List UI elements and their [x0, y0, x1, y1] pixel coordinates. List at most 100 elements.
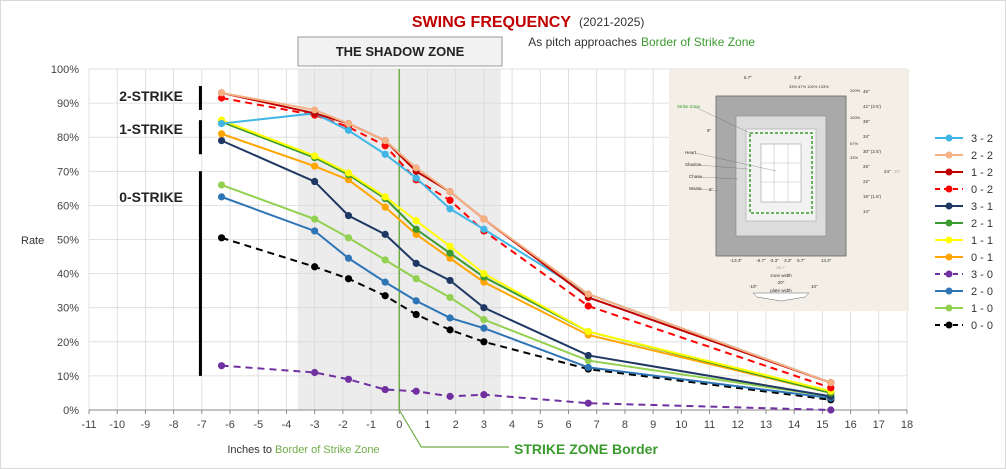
- inset-right-inch-label: 22": [863, 179, 870, 184]
- legend-label: 1 - 0: [971, 303, 993, 315]
- inset-top-label-2: 3.3": [794, 75, 802, 80]
- series-point: [446, 196, 454, 204]
- legend-label: 1 - 2: [971, 167, 993, 179]
- inset-right-inches: 46" 42" (3.5') 38" 34" 30" (2.5') 26" 22" 18" (…: [863, 89, 881, 214]
- series-point: [412, 259, 420, 267]
- x-tick-label: -6: [225, 419, 235, 431]
- inset-top-label-1: 6.7": [744, 75, 752, 80]
- x-tick-label: -2: [338, 419, 348, 431]
- y-tick-label: 50%: [57, 235, 79, 247]
- series-point: [381, 256, 389, 264]
- legend-label: 1 - 1: [971, 235, 993, 247]
- series-point: [480, 316, 488, 324]
- x-tick-label: 0: [396, 419, 402, 431]
- inset-bottom-tick-label: 13.3": [821, 258, 832, 263]
- series-point: [217, 119, 226, 128]
- heart-region: [760, 143, 802, 203]
- y-tick-label: 30%: [57, 303, 79, 315]
- chart-title: SWING FREQUENCY: [412, 14, 571, 31]
- series-point: [217, 234, 226, 242]
- series-point: [412, 275, 420, 283]
- inset-right-pct-200: 200%: [850, 88, 861, 93]
- count-group-label: 2-STRIKE: [119, 88, 183, 104]
- inset-right-pct-33: 33%: [850, 155, 858, 160]
- series-point: [446, 326, 454, 334]
- inset-right-side-30: 30": [894, 169, 901, 174]
- legend: 3 - 2 2 - 2 1 - 2 0 - 2 3 - 1 2 - 1 1 - 1 0 - 1…: [935, 133, 993, 332]
- x-tick-label: 18: [901, 419, 913, 431]
- series-point: [412, 174, 420, 182]
- inset-right-inch-label: 30" (2.5'): [863, 149, 881, 154]
- series-point: [217, 193, 226, 201]
- x-tick-label: 7: [594, 419, 600, 431]
- series-point: [381, 150, 389, 158]
- series-point: [381, 292, 389, 300]
- x-tick-label: 3: [481, 419, 487, 431]
- strike-zone-inset-diagram: Strike Zone Heart Shadow Chase Waste 6.7…: [669, 69, 909, 311]
- series-point: [584, 356, 592, 365]
- series-point: [344, 275, 353, 283]
- x-tick-label: 4: [509, 419, 515, 431]
- inset-right-inch-label: 14": [863, 209, 870, 214]
- chart-subtitle: As pitch approaches: [528, 35, 637, 49]
- series-point: [344, 176, 353, 184]
- series-point: [217, 94, 226, 102]
- x-tick-label: 16: [844, 419, 856, 431]
- series-point: [480, 225, 488, 233]
- series-point: [344, 212, 353, 220]
- x-tick-label: 9: [650, 419, 656, 431]
- series-point: [480, 304, 488, 312]
- inset-bottom-tick-label: 6.7": [797, 258, 805, 263]
- inset-bottom-tick-label: -13.3": [730, 258, 742, 263]
- legend-label: 3 - 2: [971, 133, 993, 145]
- legend-marker: [945, 134, 953, 142]
- series-point: [584, 363, 592, 371]
- series-point: [584, 399, 592, 407]
- series-point: [584, 351, 592, 360]
- x-tick-label: 11: [704, 419, 715, 431]
- series-point: [381, 278, 389, 286]
- inset-right-inch-label: 26": [863, 164, 870, 169]
- x-tick-label: 13: [760, 419, 772, 431]
- series-point: [584, 327, 592, 336]
- legend-marker: [945, 253, 953, 261]
- chart-title-years: (2021-2025): [579, 15, 644, 29]
- strike-zone-border-label: STRIKE ZONE Border: [514, 441, 658, 457]
- series-point: [412, 217, 420, 225]
- inset-left-label-9: 9": [707, 128, 712, 133]
- y-tick-label: 60%: [57, 200, 79, 212]
- legend-label: 3 - 0: [971, 269, 993, 281]
- y-tick-label: 80%: [57, 132, 79, 144]
- series-point: [584, 302, 592, 310]
- legend-label: 3 - 1: [971, 201, 993, 213]
- count-group-label: 0-STRIKE: [119, 189, 183, 205]
- shadow-zone-label-box: [297, 36, 503, 67]
- count-group-label: 1-STRIKE: [119, 121, 183, 137]
- y-tick-label: 20%: [57, 337, 79, 349]
- series-point: [446, 314, 454, 322]
- series-point: [344, 126, 353, 134]
- inset-left-label-6: 6": [709, 187, 714, 192]
- x-tick-label: 14: [788, 419, 800, 431]
- x-tick-label: -3: [310, 419, 320, 431]
- x-tick-label: 1: [424, 419, 430, 431]
- home-plate-shape: [752, 292, 810, 302]
- series-point: [480, 215, 488, 223]
- shadow-zone-label: THE SHADOW ZONE: [336, 44, 465, 59]
- inset-label-waste: Waste: [689, 186, 702, 191]
- inset-bottom-tick-label: 3.3": [784, 258, 792, 263]
- series-layer: [217, 89, 835, 414]
- series-point: [217, 130, 226, 138]
- x-tick-label: 5: [537, 419, 543, 431]
- x-tick-label: 10: [675, 419, 687, 431]
- inset-right-inch-label: 42" (3.5'): [863, 104, 881, 109]
- series-point: [217, 362, 226, 370]
- x-axis-label-highlight: Border of Strike Zone: [275, 444, 380, 456]
- series-point: [217, 137, 226, 145]
- series-point: [344, 254, 353, 262]
- legend-label: 0 - 2: [971, 184, 993, 196]
- inset-zone-width-value: 20": [778, 280, 785, 285]
- series-point: [344, 375, 353, 383]
- series-point: [311, 152, 319, 160]
- series-point: [480, 391, 488, 399]
